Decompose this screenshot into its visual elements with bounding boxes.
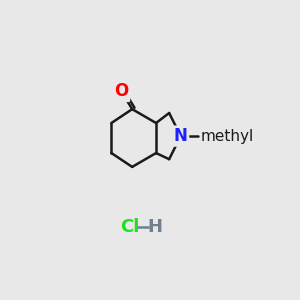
Text: methyl: methyl (201, 129, 254, 144)
Text: N: N (174, 127, 188, 145)
Text: O: O (114, 82, 128, 100)
Text: H: H (148, 218, 163, 236)
Text: Cl: Cl (120, 218, 140, 236)
